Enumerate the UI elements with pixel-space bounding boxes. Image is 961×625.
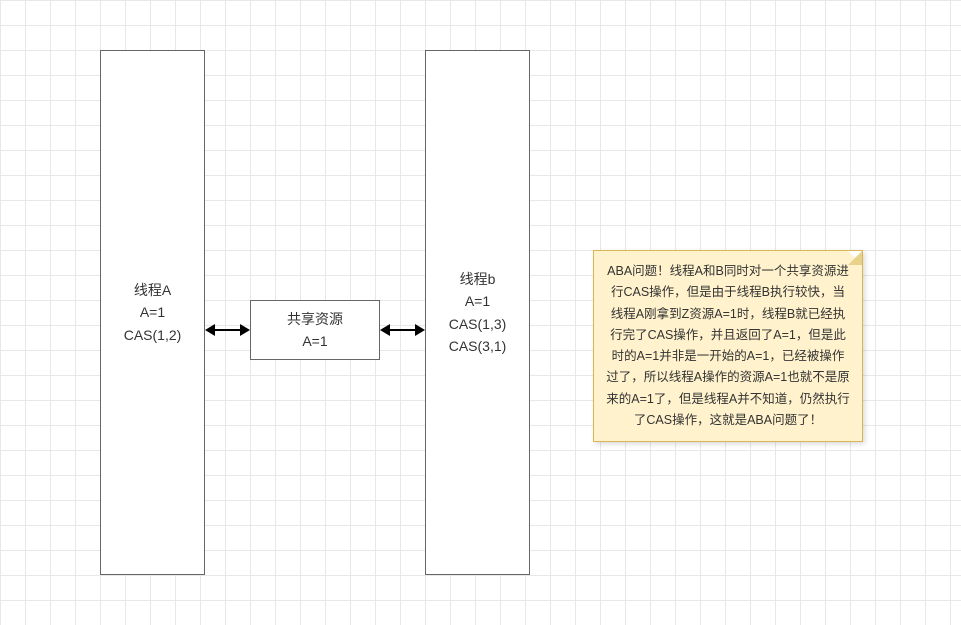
note-fold-shade-icon	[848, 251, 862, 265]
thread-b-line2: CAS(1,3)	[449, 313, 507, 335]
thread-a-box: 线程A A=1 CAS(1,2)	[100, 50, 205, 575]
arrow-a-to-shared	[214, 329, 242, 331]
shared-resource-box: 共享资源 A=1	[250, 300, 380, 360]
thread-a-title: 线程A	[134, 279, 171, 301]
arrow-head-right-icon	[240, 324, 250, 336]
arrow-shared-to-b	[389, 329, 417, 331]
arrow-head-left-icon	[380, 324, 390, 336]
thread-a-line2: CAS(1,2)	[124, 324, 182, 346]
thread-b-line1: A=1	[465, 290, 490, 312]
note-text: ABA问题！线程A和B同时对一个共享资源进行CAS操作，但是由于线程B执行较快，…	[606, 261, 850, 431]
shared-resource-value: A=1	[302, 330, 327, 352]
thread-a-line1: A=1	[140, 301, 165, 323]
thread-b-box: 线程b A=1 CAS(1,3) CAS(3,1)	[425, 50, 530, 575]
shared-resource-title: 共享资源	[287, 308, 343, 330]
thread-b-line3: CAS(3,1)	[449, 335, 507, 357]
aba-note: ABA问题！线程A和B同时对一个共享资源进行CAS操作，但是由于线程B执行较快，…	[593, 250, 863, 442]
thread-b-title: 线程b	[460, 268, 496, 290]
arrow-head-left-icon	[205, 324, 215, 336]
arrow-head-right-icon	[415, 324, 425, 336]
